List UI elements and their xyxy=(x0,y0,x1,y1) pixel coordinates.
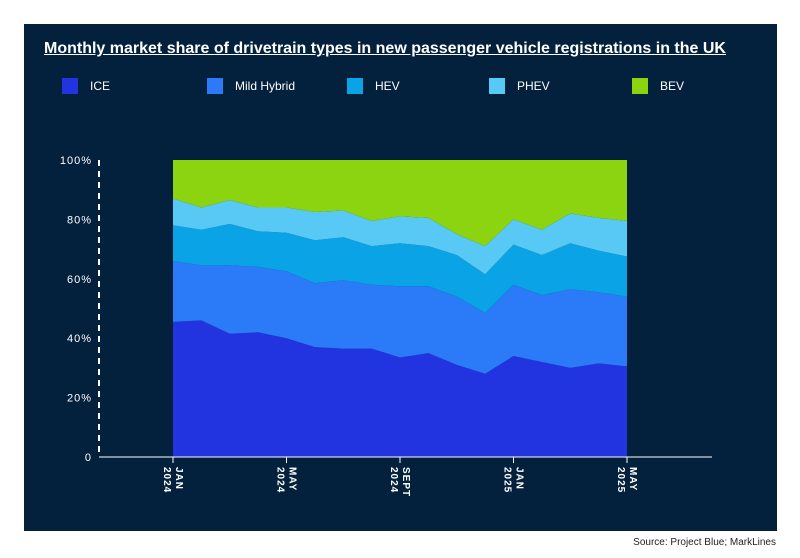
chart-title: Monthly market share of drivetrain types… xyxy=(44,40,726,57)
svg-text:2025: 2025 xyxy=(615,467,626,493)
svg-text:MAY: MAY xyxy=(627,467,638,491)
svg-text:2024: 2024 xyxy=(275,467,286,493)
svg-text:JAN: JAN xyxy=(514,467,525,490)
svg-text:MAY: MAY xyxy=(287,467,298,491)
chart-panel: Monthly market share of drivetrain types… xyxy=(24,24,777,531)
y-tick-label: 0 xyxy=(85,452,92,464)
legend-swatch xyxy=(632,78,648,94)
legend-swatch xyxy=(207,78,223,94)
area-phev xyxy=(173,198,627,275)
legend-swatch xyxy=(347,78,363,94)
area-bev xyxy=(173,160,627,247)
area-ice xyxy=(173,320,627,457)
y-tick-label: 80% xyxy=(67,214,92,226)
legend-label: Mild Hybrid xyxy=(235,79,296,93)
legend-swatch xyxy=(62,78,78,94)
svg-text:SEPT: SEPT xyxy=(400,467,411,497)
y-tick-label: 20% xyxy=(67,393,92,405)
legend-swatch xyxy=(489,78,505,94)
area-mild-hybrid xyxy=(173,261,627,374)
legend-label: BEV xyxy=(660,79,685,93)
y-tick-label: 100% xyxy=(60,155,92,167)
legend-label: ICE xyxy=(90,79,111,93)
svg-text:2024: 2024 xyxy=(161,467,172,493)
svg-text:2025: 2025 xyxy=(502,467,513,493)
legend-label: HEV xyxy=(375,79,400,93)
y-tick-label: 60% xyxy=(67,274,92,286)
legend-label: PHEV xyxy=(517,79,550,93)
svg-text:2024: 2024 xyxy=(388,467,399,493)
svg-text:JAN: JAN xyxy=(173,467,184,490)
y-tick-label: 40% xyxy=(67,333,92,345)
area-hev xyxy=(173,223,627,313)
source-note: Source: Project Blue; MarkLines xyxy=(633,537,776,548)
